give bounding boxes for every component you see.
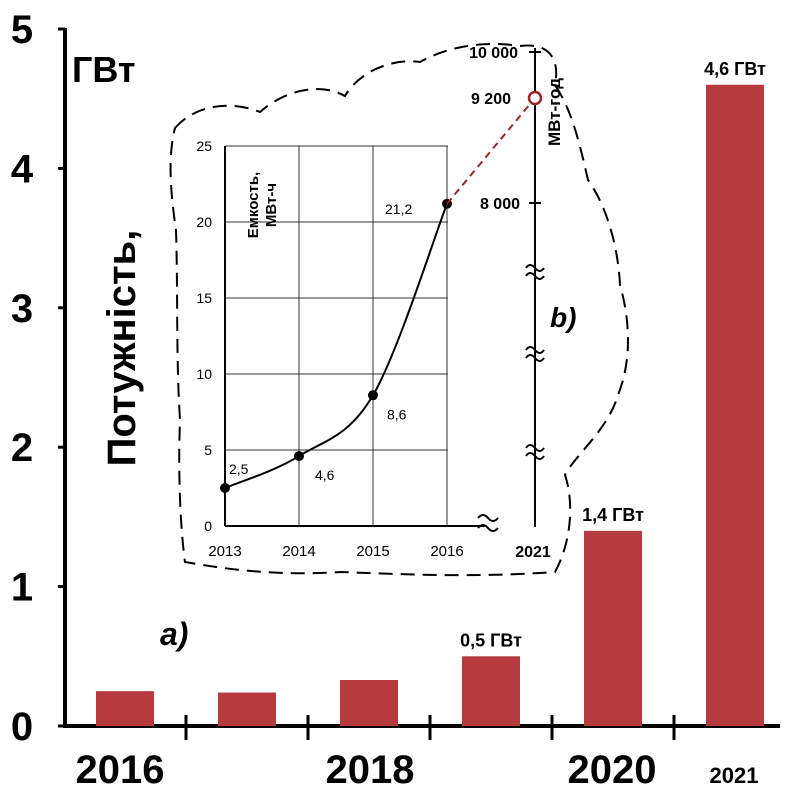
main-x-ticks: 2016 2018 2020 2021 — [76, 715, 759, 789]
b-axis-break-mark — [525, 264, 545, 280]
inset-grid — [225, 145, 448, 526]
main-y-tick-label: 0 — [11, 705, 33, 749]
inset-y-tick-label: 25 — [196, 138, 212, 154]
inset-y-label-line2: МВт-ч — [263, 183, 280, 227]
inset-points: 2,5 4,6 8,6 21,2 — [220, 198, 452, 493]
inset-x-tick-label: 2015 — [356, 543, 389, 560]
main-x-tick-label: 2020 — [568, 748, 657, 789]
b-projection-line — [446, 97, 536, 205]
panel-label-b: b) — [550, 302, 576, 333]
main-y-tick-label: 5 — [11, 8, 33, 52]
b-tick-label: 9 200 — [471, 91, 511, 108]
main-x-tick-label: 2016 — [76, 748, 165, 789]
main-x-tick-label: 2018 — [326, 748, 415, 789]
inset-point-label: 2,5 — [229, 461, 249, 477]
b-y-label: МВт-год — [545, 78, 564, 146]
inset-point-label: 4,6 — [315, 467, 335, 483]
b-tick-label: 10 000 — [469, 45, 518, 62]
inset-series-line — [224, 203, 448, 489]
inset-y-tick-label: 0 — [204, 518, 212, 534]
inset-x-tick-label: 2014 — [282, 543, 315, 560]
main-bar — [218, 692, 276, 726]
main-bar — [340, 679, 398, 726]
main-y-tick-label: 1 — [11, 566, 33, 610]
inset-x-ticks: 2013 2014 2015 2016 — [208, 543, 463, 560]
inset-y-ticks: 0 5 10 15 20 25 — [196, 138, 212, 534]
b-ticks: 10 000 9 200 8 000 — [469, 45, 541, 213]
b-projected-point — [527, 90, 543, 106]
x-axis-break — [477, 514, 499, 532]
main-y-ticks: 0 1 2 3 4 5 — [11, 8, 65, 749]
inset-y-tick-label: 15 — [196, 290, 212, 306]
inset-x-tick-label: 2016 — [430, 543, 463, 560]
inset-outline — [169, 43, 629, 577]
main-y-unit: ГВт — [72, 49, 136, 90]
inset-y-tick-label: 20 — [196, 214, 212, 230]
main-bar — [462, 656, 520, 726]
inset-y-label-line1: Емкость, — [245, 172, 262, 238]
inset-y-tick-label: 5 — [204, 442, 212, 458]
main-bar-value-label: 0,5 ГВт — [460, 630, 522, 650]
inset-point-label: 21,2 — [385, 201, 412, 217]
inset-y-tick-label: 10 — [196, 366, 212, 382]
b-tick-label: 8 000 — [480, 196, 520, 213]
main-bar-value-label: 4,6 ГВт — [704, 59, 766, 79]
b-x-tick-label: 2021 — [515, 544, 551, 561]
main-bar-value-label: 1,4 ГВт — [582, 505, 644, 525]
main-y-tick-label: 3 — [11, 287, 33, 331]
main-bar — [584, 530, 642, 726]
main-bar — [706, 84, 764, 726]
inset-point — [368, 390, 378, 401]
main-bars: 0,5 ГВт 1,4 ГВт 4,6 ГВт — [96, 59, 766, 726]
panel-label-a: a) — [160, 616, 188, 652]
inset-point — [220, 483, 230, 493]
inset-point-label: 8,6 — [387, 406, 407, 422]
main-x-tick-label: 2021 — [710, 763, 759, 788]
main-bar — [96, 691, 154, 726]
b-axis-break-mark — [525, 346, 545, 362]
main-y-tick-label: 4 — [11, 147, 34, 191]
b-axis-break-mark — [525, 444, 545, 460]
main-y-label: Потужність, — [100, 230, 144, 467]
inset-x-tick-label: 2013 — [208, 543, 241, 560]
inset-point — [294, 451, 304, 462]
b-axis-breaks — [525, 264, 545, 460]
main-y-tick-label: 2 — [11, 426, 33, 470]
